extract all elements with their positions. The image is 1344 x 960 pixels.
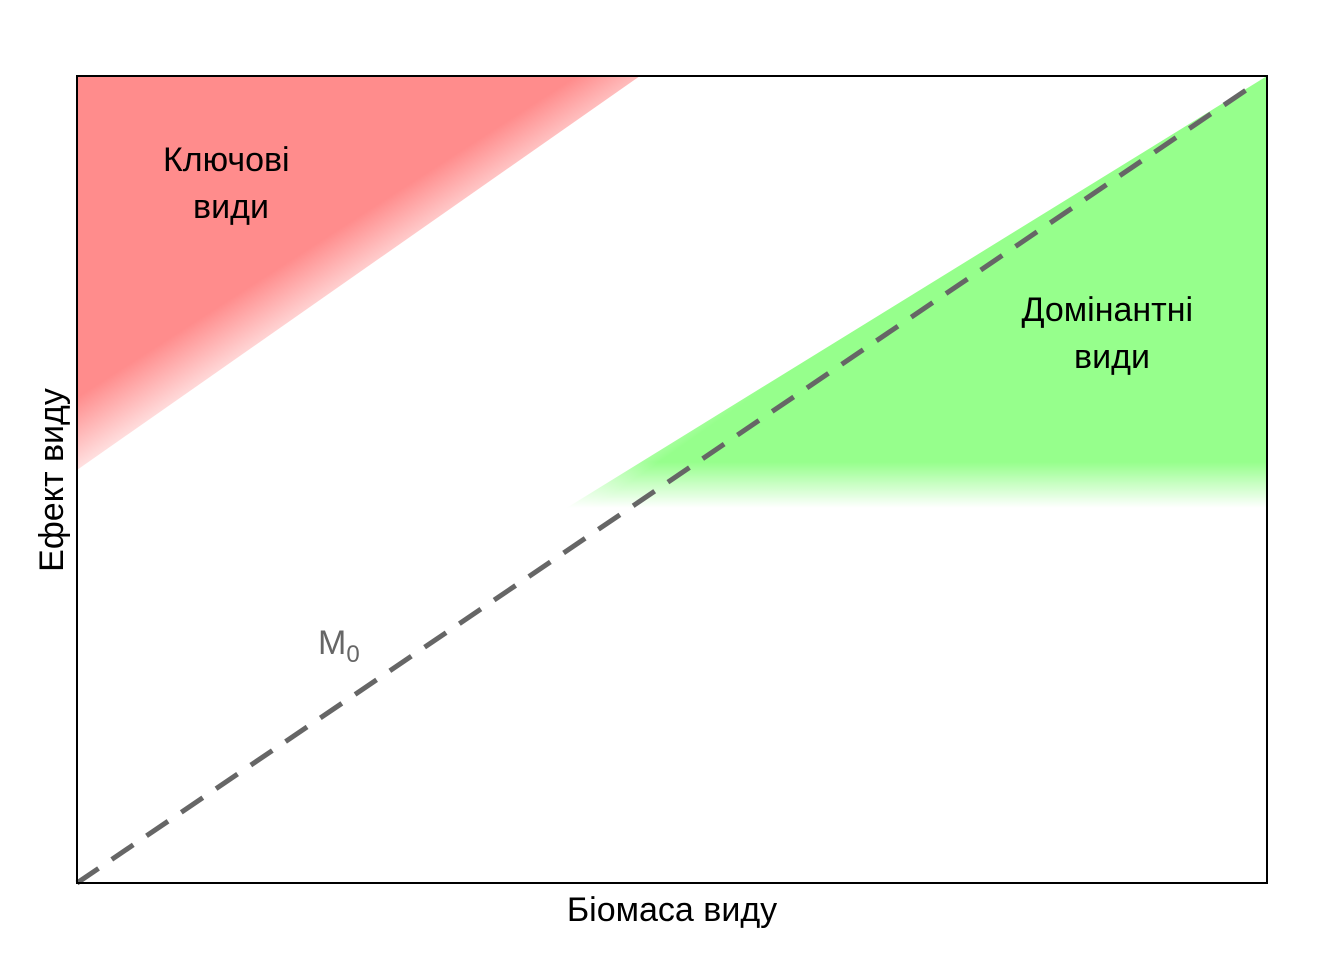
reference-line-label: M0: [318, 624, 360, 668]
x-axis-title: Біомаса виду: [567, 891, 777, 929]
reference-line-label-main: M: [318, 624, 346, 662]
plot-frame: [76, 75, 1268, 884]
y-axis-title: Ефект виду: [33, 388, 71, 572]
keystone-species-region: [77, 76, 640, 470]
reference-line-m0: [75, 81, 1257, 886]
dominant-label-line1: Домінантні: [1021, 291, 1193, 329]
dominant-label-line2: види: [1074, 338, 1150, 376]
dominant-species-region: [560, 76, 1267, 512]
dominant-label: Домінантні види: [1021, 291, 1202, 376]
reference-line-label-subscript: 0: [346, 641, 359, 668]
keystone-label-line1: Ключові: [163, 141, 290, 179]
keystone-label: Ключові види: [163, 141, 299, 226]
keystone-label-line2: види: [193, 188, 269, 226]
